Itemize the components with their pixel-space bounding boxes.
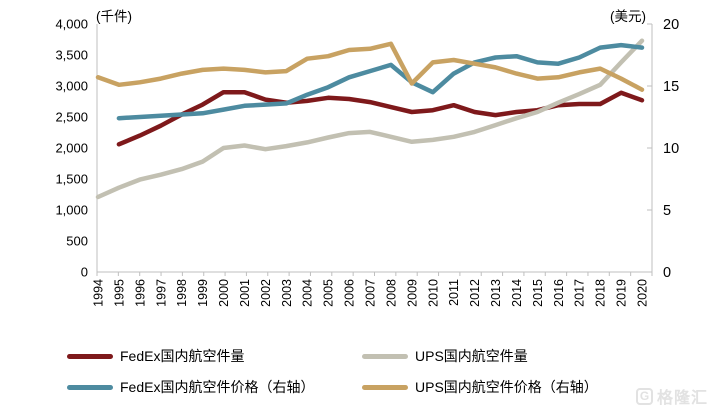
left-axis-tick-label: 2,500 bbox=[55, 110, 88, 125]
x-axis-year-label: 2016 bbox=[552, 279, 566, 307]
left-axis-tick-label: 4,000 bbox=[55, 17, 88, 32]
x-axis-year-label: 2015 bbox=[531, 279, 545, 307]
fedex-price-swatch bbox=[67, 384, 113, 390]
x-axis-year-label: 1997 bbox=[154, 279, 168, 307]
fedex-volume-swatch bbox=[67, 353, 113, 359]
legend-label: UPS国内航空件价格（右轴） bbox=[415, 379, 598, 395]
ups-price-swatch bbox=[362, 384, 408, 390]
x-axis-year-label: 2010 bbox=[426, 279, 440, 307]
left-axis-tick-label: 2,000 bbox=[55, 141, 88, 156]
x-axis-year-label: 2002 bbox=[259, 279, 273, 307]
x-axis-year-label: 2000 bbox=[217, 279, 231, 307]
legend-item-fedex-price: FedEx国内航空件价格（右轴） bbox=[67, 378, 314, 396]
x-axis-year-label: 2005 bbox=[322, 279, 336, 307]
legend-label: UPS国内航空件量 bbox=[415, 348, 528, 364]
ups-volume-line bbox=[95, 38, 645, 200]
x-axis-year-label: 1996 bbox=[133, 279, 147, 307]
legend-item-ups-price: UPS国内航空件价格（右轴） bbox=[362, 378, 598, 396]
legend-item-ups-volume: UPS国内航空件量 bbox=[362, 347, 528, 365]
gelonghui-logo-icon: G bbox=[635, 387, 653, 405]
ups-volume-swatch bbox=[362, 353, 408, 359]
watermark-text: 格隆汇 bbox=[656, 390, 708, 407]
fedex-price-line bbox=[116, 42, 645, 121]
x-axis-year-label: 1994 bbox=[92, 279, 106, 307]
x-axis-year-label: 2012 bbox=[468, 279, 482, 307]
right-axis-tick-label: 20 bbox=[663, 17, 679, 33]
x-axis-year-label: 1998 bbox=[175, 279, 189, 307]
left-axis-tick-label: 1,000 bbox=[55, 203, 88, 218]
x-axis-year-label: 2020 bbox=[636, 279, 650, 307]
x-axis-year-label: 2006 bbox=[343, 279, 357, 307]
legend-item-fedex-volume: FedEx国内航空件量 bbox=[67, 347, 244, 365]
x-axis-year-label: 2004 bbox=[301, 279, 315, 307]
x-axis-year-label: 2019 bbox=[615, 279, 629, 307]
left-axis-tick-label: 500 bbox=[66, 234, 88, 249]
right-axis-tick-label: 0 bbox=[663, 265, 671, 281]
x-axis-year-label: 1999 bbox=[196, 279, 210, 307]
gelonghui-watermark: G 格隆汇 bbox=[635, 384, 708, 408]
x-axis-year-label: 2001 bbox=[238, 279, 252, 307]
dual-axis-line-chart: 0 500 1,000 1,500 2,000 2,500 3,000 3,500 4,000 0… bbox=[55, 9, 679, 307]
ups-price-line bbox=[95, 41, 645, 92]
left-axis-tick-label: 3,500 bbox=[55, 48, 88, 63]
x-axis-year-label: 2017 bbox=[573, 279, 587, 307]
x-axis-year-label: 2011 bbox=[447, 279, 461, 306]
x-axis-year-label: 2018 bbox=[594, 279, 608, 307]
legend-label: FedEx国内航空件量 bbox=[120, 348, 245, 364]
x-axis-year-label: 2009 bbox=[405, 279, 419, 307]
right-axis-tick-label: 10 bbox=[663, 141, 679, 157]
right-axis-tick-label: 15 bbox=[663, 79, 679, 95]
left-axis-tick-label: 3,000 bbox=[55, 79, 88, 94]
x-axis-year-label: 1995 bbox=[112, 279, 126, 307]
right-axis-unit-label: (美元) bbox=[610, 9, 646, 24]
x-axis-year-label: 2014 bbox=[510, 279, 524, 307]
x-axis-year-label: 2008 bbox=[384, 279, 398, 307]
x-axis-year-label: 2013 bbox=[489, 279, 503, 307]
left-axis-unit-label: (千件) bbox=[96, 9, 132, 24]
left-axis-tick-label: 1,500 bbox=[55, 172, 88, 187]
left-axis-tick-label: 0 bbox=[81, 265, 88, 280]
x-axis-year-label: 2007 bbox=[364, 279, 378, 307]
legend-label: FedEx国内航空件价格（右轴） bbox=[120, 379, 315, 395]
x-axis-year-label: 2003 bbox=[280, 279, 294, 307]
right-axis-tick-label: 5 bbox=[663, 203, 671, 219]
